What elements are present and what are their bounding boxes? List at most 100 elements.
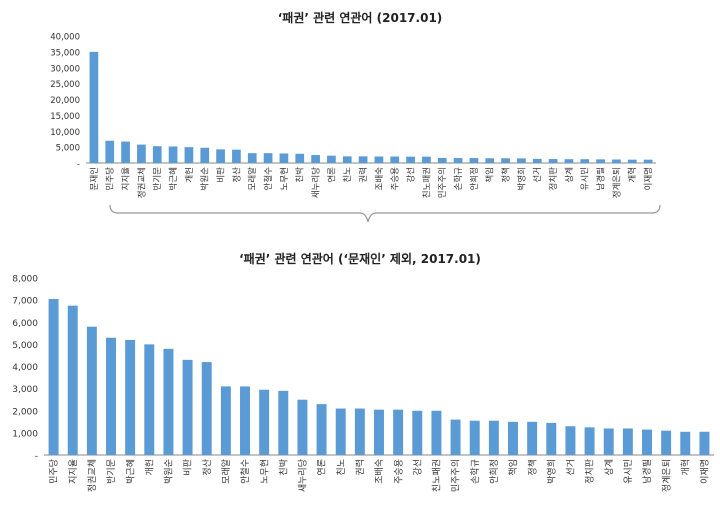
category-label: 친박 xyxy=(295,167,306,183)
category-label: 권력 xyxy=(358,167,369,183)
category-label: 손학규 xyxy=(453,167,464,191)
bar xyxy=(48,299,59,455)
bar xyxy=(327,155,336,163)
category-label: 상계 xyxy=(603,459,615,476)
bar xyxy=(354,408,365,455)
bar xyxy=(297,399,308,455)
category-label: 유시민 xyxy=(580,167,591,190)
category-label: 친노패권 xyxy=(421,167,432,198)
brace-connector xyxy=(109,204,661,223)
category-label: 반기문 xyxy=(106,459,117,484)
bar xyxy=(612,159,621,163)
bar xyxy=(422,156,431,163)
category-label: 친노패권 xyxy=(431,459,443,492)
category-label: 박영희 xyxy=(516,167,527,190)
category-label: 정산 xyxy=(231,167,242,183)
bar xyxy=(200,147,210,163)
category-label: 박원순 xyxy=(200,167,211,191)
bar xyxy=(437,157,447,163)
category-label: 비판 xyxy=(183,459,194,476)
category-label: 지지율 xyxy=(68,459,79,484)
category-label: 비판 xyxy=(217,167,227,183)
bar xyxy=(240,386,250,455)
category-label: 박영희 xyxy=(545,459,557,484)
bar xyxy=(680,431,691,455)
bar xyxy=(335,408,346,455)
bar xyxy=(661,430,672,455)
bar xyxy=(699,431,710,455)
category-label: 지지율 xyxy=(122,167,132,191)
bar xyxy=(184,147,194,163)
chart-1-title: ‘패권’ 관련 연관어 (2017.01) xyxy=(278,10,443,25)
category-label: 안철수 xyxy=(263,167,274,191)
y-tick-label: 15,000 xyxy=(50,112,80,122)
bar xyxy=(358,156,368,163)
category-label: 안철수 xyxy=(240,459,251,484)
category-label: 책임 xyxy=(485,167,496,183)
category-label: 정책 xyxy=(501,167,512,183)
category-label: 조배숙 xyxy=(375,167,385,191)
category-label: 민주주의 xyxy=(437,167,448,198)
bar xyxy=(517,158,526,163)
bar xyxy=(316,404,327,455)
y-tick-label: - xyxy=(35,452,38,462)
category-label: 모래알 xyxy=(247,167,258,191)
category-label: 박근혜 xyxy=(168,167,179,190)
bar xyxy=(89,51,99,163)
bar xyxy=(622,428,633,455)
y-tick-label: 7,000 xyxy=(12,297,38,307)
category-label: 개헌 xyxy=(144,459,155,476)
y-tick-label: 30,000 xyxy=(50,64,80,74)
category-label: 개혁 xyxy=(627,167,638,183)
category-label: 정권교체 xyxy=(136,167,147,198)
category-label: 노무현 xyxy=(259,459,270,484)
bar xyxy=(278,390,289,455)
y-tick-label: 1,000 xyxy=(12,429,38,439)
category-label: 남경필 xyxy=(596,167,607,190)
category-label: 유시민 xyxy=(623,459,634,484)
y-tick-label: 3,000 xyxy=(12,385,38,395)
bar xyxy=(431,410,442,455)
bar xyxy=(565,426,576,455)
bar xyxy=(564,159,574,163)
bar xyxy=(279,153,289,163)
category-label: 선거 xyxy=(533,167,543,183)
chart-1: - 5,000 10,000 15,000 20,000 25,000 30,000 35,0… xyxy=(50,33,656,198)
bar xyxy=(152,146,162,163)
category-label: 선거 xyxy=(566,459,577,476)
category-label: 정치판 xyxy=(584,459,596,484)
bar xyxy=(295,153,305,163)
bar xyxy=(86,326,97,455)
bar xyxy=(137,144,146,163)
bar xyxy=(106,337,116,455)
bar xyxy=(642,429,652,455)
category-label: 반기문 xyxy=(152,167,163,191)
bar xyxy=(412,410,423,455)
y-tick-label: 8,000 xyxy=(12,275,38,285)
bar xyxy=(580,159,590,163)
bar xyxy=(643,159,653,163)
chart-2-title: ‘패권’ 관련 연관어 (‘문재인’ 제외, 2017.01) xyxy=(239,251,481,266)
category-label: 문재인 xyxy=(89,167,100,190)
bar xyxy=(501,158,510,163)
bar xyxy=(596,159,605,163)
bar xyxy=(182,359,193,455)
bar xyxy=(548,159,558,163)
bar xyxy=(121,141,130,163)
y-tick-label: 25,000 xyxy=(50,80,80,90)
category-label: 이재명 xyxy=(643,167,654,190)
category-label: 정책 xyxy=(526,459,538,476)
bar xyxy=(584,427,595,455)
bar xyxy=(220,386,231,455)
bar xyxy=(450,419,461,455)
category-label: 친박 xyxy=(278,459,289,476)
category-label: 민주당 xyxy=(105,167,116,191)
bar xyxy=(532,158,542,163)
bar xyxy=(168,146,178,163)
y-tick-label: 40,000 xyxy=(50,33,80,43)
bar xyxy=(485,158,495,163)
bar xyxy=(216,149,225,163)
category-label: 손학규 xyxy=(470,459,481,484)
